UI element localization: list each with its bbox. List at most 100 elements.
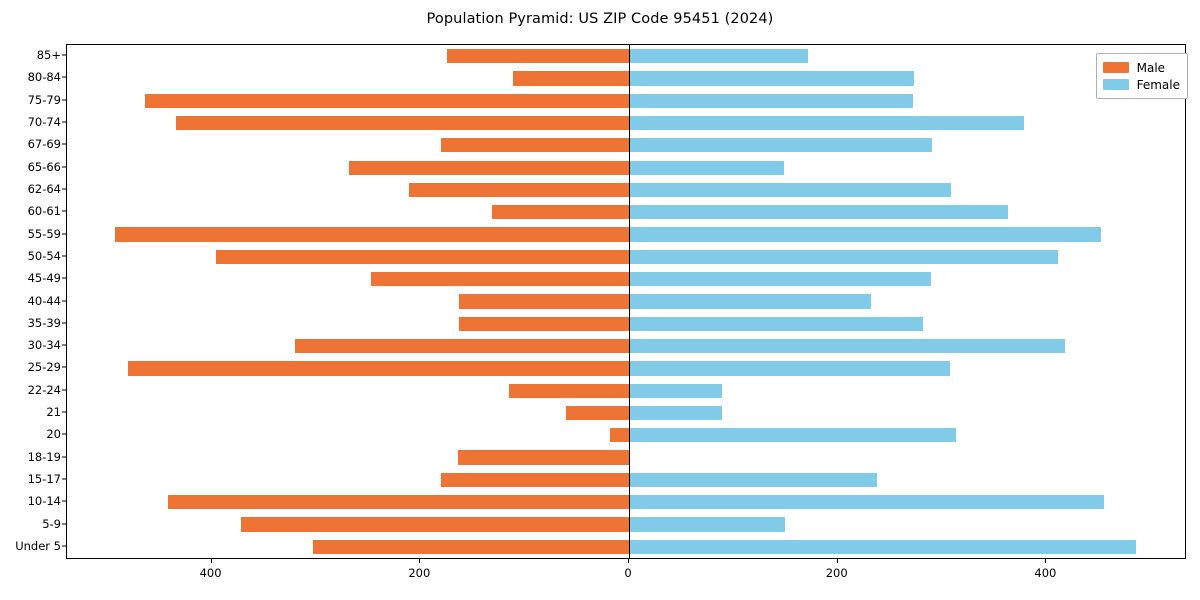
- bar-male[interactable]: [215, 249, 629, 265]
- bar-female[interactable]: [630, 495, 1104, 510]
- y-axis-label-20: 20: [46, 427, 61, 442]
- x-axis-tick: [419, 559, 421, 563]
- bar-female[interactable]: [630, 182, 952, 198]
- bar-female[interactable]: [630, 294, 872, 309]
- y-axis-label-15-17: 15-17: [27, 471, 61, 486]
- bar-female[interactable]: [630, 249, 1058, 265]
- x-axis-label-0: 400: [199, 566, 222, 580]
- bar-male[interactable]: [240, 517, 629, 532]
- y-axis-tick: [62, 188, 66, 190]
- bar-female[interactable]: [630, 93, 913, 108]
- y-axis-tick: [62, 54, 66, 56]
- legend-item-female[interactable]: Female: [1102, 76, 1180, 93]
- bar-row: [67, 182, 1185, 198]
- bar-male[interactable]: [295, 338, 629, 354]
- bar-male[interactable]: [312, 539, 629, 554]
- y-axis-tick: [62, 255, 66, 257]
- legend-swatch-male: [1102, 62, 1129, 73]
- bar-female[interactable]: [630, 227, 1101, 242]
- bar-female[interactable]: [630, 361, 951, 376]
- bar-male[interactable]: [176, 115, 629, 131]
- bar-male[interactable]: [144, 93, 629, 108]
- y-axis-label-60-61: 60-61: [27, 204, 61, 219]
- y-axis-label-75-79: 75-79: [27, 92, 61, 107]
- legend-label-male: Male: [1136, 60, 1166, 75]
- bar-row: [67, 138, 1185, 153]
- y-axis-tick: [62, 411, 66, 413]
- bar-male[interactable]: [167, 495, 629, 510]
- y-axis-tick: [62, 389, 66, 391]
- y-axis-tick: [62, 121, 66, 123]
- y-axis-tick: [62, 500, 66, 502]
- bar-male[interactable]: [349, 160, 629, 175]
- bar-female[interactable]: [630, 49, 809, 64]
- x-axis-label-1: 200: [408, 566, 431, 580]
- bar-male[interactable]: [447, 49, 629, 64]
- bar-male[interactable]: [408, 182, 629, 198]
- bar-male[interactable]: [508, 383, 629, 398]
- bar-female[interactable]: [630, 272, 931, 287]
- bar-male[interactable]: [371, 272, 629, 287]
- y-axis-tick: [62, 344, 66, 346]
- y-axis-label-65-66: 65-66: [27, 159, 61, 174]
- bar-male[interactable]: [128, 361, 629, 376]
- bar-male[interactable]: [458, 316, 629, 331]
- bar-male[interactable]: [513, 71, 629, 86]
- bar-male[interactable]: [566, 405, 629, 421]
- bar-female[interactable]: [630, 71, 914, 86]
- legend-label-female: Female: [1136, 77, 1180, 92]
- bar-row: [67, 71, 1185, 86]
- bar-female[interactable]: [630, 472, 878, 488]
- bar-row: [67, 227, 1185, 242]
- bar-female[interactable]: [630, 517, 786, 532]
- y-axis-label-35-39: 35-39: [27, 315, 61, 330]
- bar-female[interactable]: [630, 383, 722, 398]
- bar-female[interactable]: [630, 428, 956, 443]
- y-axis-tick: [62, 99, 66, 101]
- bar-row: [67, 49, 1185, 64]
- y-axis-label-62-64: 62-64: [27, 181, 61, 196]
- y-axis-label-70-74: 70-74: [27, 115, 61, 130]
- bar-female[interactable]: [630, 138, 932, 153]
- y-axis-label-25-29: 25-29: [27, 360, 61, 375]
- bar-row: [67, 316, 1185, 331]
- bar-female[interactable]: [630, 115, 1025, 131]
- bar-male[interactable]: [458, 294, 629, 309]
- bar-row: [67, 495, 1185, 510]
- bar-row: [67, 472, 1185, 488]
- bar-row: [67, 450, 1185, 465]
- x-axis-tick: [628, 559, 629, 563]
- legend-item-male[interactable]: Male: [1102, 59, 1180, 76]
- bar-female[interactable]: [630, 539, 1137, 554]
- bar-female[interactable]: [630, 205, 1008, 220]
- y-axis-tick: [62, 300, 66, 301]
- bar-male[interactable]: [114, 227, 629, 242]
- y-axis-label-50-54: 50-54: [27, 248, 61, 263]
- bar-male[interactable]: [457, 450, 629, 465]
- y-axis-tick: [62, 210, 66, 212]
- x-axis-tick: [836, 559, 838, 563]
- y-axis-tick: [62, 233, 66, 235]
- chart-title: Population Pyramid: US ZIP Code 95451 (2…: [426, 11, 774, 27]
- bar-female[interactable]: [630, 316, 924, 331]
- bar-male[interactable]: [492, 205, 629, 220]
- bar-female[interactable]: [630, 405, 722, 421]
- y-axis-tick: [62, 433, 66, 435]
- bar-row: [67, 428, 1185, 443]
- bar-female[interactable]: [630, 160, 785, 175]
- y-axis-label-10-14: 10-14: [27, 494, 61, 509]
- y-axis-label-5-9: 5-9: [42, 516, 61, 531]
- y-axis-tick: [62, 322, 66, 324]
- y-axis-tick: [62, 456, 66, 458]
- bar-row: [67, 294, 1185, 309]
- bar-male[interactable]: [441, 138, 629, 153]
- bar-row: [67, 205, 1185, 220]
- x-axis-label-2: 0: [624, 566, 632, 580]
- bar-male[interactable]: [441, 472, 629, 488]
- bar-row: [67, 272, 1185, 287]
- bar-female[interactable]: [630, 338, 1066, 354]
- y-axis-label-18-19: 18-19: [27, 449, 61, 464]
- bar-male[interactable]: [610, 428, 629, 443]
- chart-legend: Male Female: [1095, 53, 1188, 99]
